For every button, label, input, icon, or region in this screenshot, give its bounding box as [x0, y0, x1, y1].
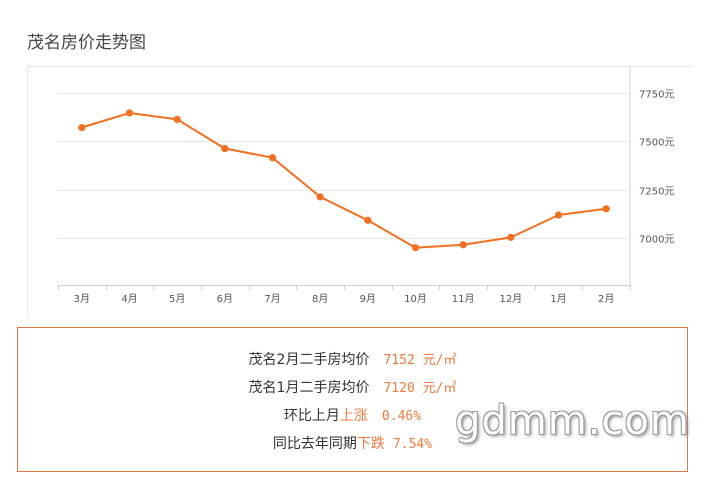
- chart-area: 7000元 7250元 7500元 7750元 3月 4月 5月 6月 7月 8月 9月 10月 11月…: [27, 66, 691, 317]
- summary-line-mom: 环比上月上涨 0.46%: [18, 405, 687, 425]
- mom-label: 环比上月: [283, 408, 340, 424]
- price-series-line: [81, 112, 607, 249]
- current-price-value: 7152 元/㎡: [383, 353, 457, 368]
- chart-title: 茂名房价走势图: [27, 33, 146, 53]
- data-point: [554, 211, 563, 219]
- y-tick-label: 7500元: [639, 138, 674, 149]
- data-point: [364, 216, 372, 224]
- data-point: [173, 115, 181, 123]
- x-tick-label: 10月: [404, 293, 427, 305]
- yoy-value: 7.54%: [392, 437, 433, 452]
- x-tick-label: 8月: [312, 293, 328, 305]
- data-point: [602, 205, 610, 213]
- x-tick-label: 6月: [217, 293, 233, 305]
- y-tick-label: 7250元: [639, 187, 674, 198]
- data-point: [78, 123, 86, 132]
- data-point: [459, 241, 467, 249]
- x-tick-label: 1月: [550, 293, 566, 305]
- yoy-label: 同比去年同期: [272, 436, 357, 452]
- summary-line-current: 茂名2月二手房均价 7152 元/㎡: [18, 349, 687, 369]
- data-point: [221, 144, 229, 153]
- x-tick-label: 7月: [264, 293, 280, 305]
- data-point: [507, 233, 515, 241]
- yoy-direction: 下跌: [356, 436, 385, 452]
- x-tick-label: 2月: [598, 293, 614, 305]
- x-tick-label: 9月: [360, 293, 376, 305]
- summary-line-yoy: 同比去年同期下跌 7.54%: [18, 433, 687, 453]
- watermark: gdmm.com: [455, 398, 690, 444]
- previous-price-label: 茂名1月二手房均价: [248, 380, 370, 396]
- data-point: [268, 154, 277, 162]
- x-tick-label: 11月: [452, 293, 475, 305]
- current-price-label: 茂名2月二手房均价: [248, 352, 370, 368]
- data-point: [411, 244, 420, 252]
- data-point: [125, 109, 134, 117]
- mom-direction: 上涨: [339, 408, 368, 424]
- previous-price-value: 7120 元/㎡: [383, 381, 457, 396]
- summary-line-previous: 茂名1月二手房均价 7120 元/㎡: [18, 377, 687, 397]
- price-summary-box: 茂名2月二手房均价 7152 元/㎡ 茂名1月二手房均价 7120 元/㎡ 环比上月…: [17, 327, 688, 472]
- price-line-chart: 7000元 7250元 7500元 7750元 3月 4月 5月 6月 7月 8月 9月 10月 11月…: [58, 67, 674, 305]
- y-tick-label: 7000元: [639, 235, 674, 246]
- x-tick-label: 3月: [74, 293, 90, 305]
- y-tick-label: 7750元: [639, 90, 674, 101]
- x-tick-label: 4月: [121, 293, 137, 305]
- x-tick-label: 12月: [499, 293, 522, 305]
- mom-value: 0.46%: [381, 409, 422, 424]
- data-point: [316, 193, 324, 201]
- x-tick-label: 5月: [169, 293, 185, 305]
